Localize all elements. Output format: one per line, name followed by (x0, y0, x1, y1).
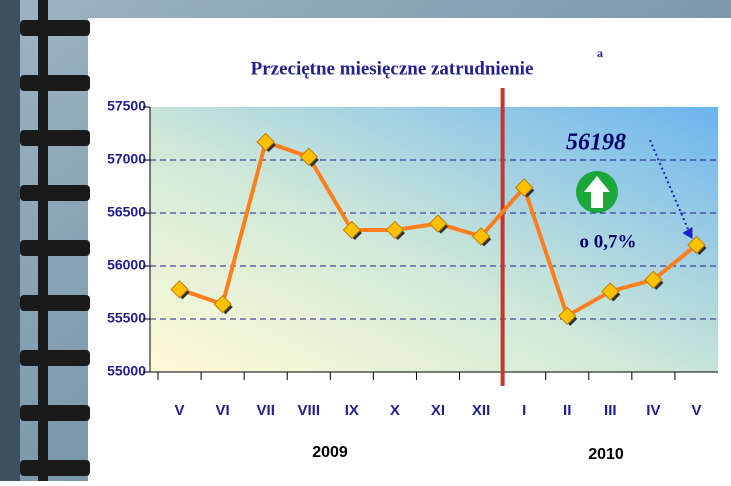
y-tick-label: 57000 (107, 151, 146, 167)
x-tick-label: XI (431, 402, 445, 419)
chart-title: Przeciętne miesięczne zatrudnienie (251, 58, 534, 79)
x-tick-label: I (522, 402, 526, 419)
y-tick-label: 56000 (107, 257, 146, 273)
x-tick-label: X (390, 402, 400, 419)
x-tick-label: V (175, 402, 185, 419)
x-tick-label: XII (472, 402, 490, 419)
x-tick-label: VII (257, 402, 275, 419)
x-tick-label: V (691, 402, 701, 419)
x-tick-label: III (604, 402, 617, 419)
x-tick-label: II (563, 402, 571, 419)
year-label: 2010 (588, 446, 624, 463)
y-tick-label: 57500 (107, 98, 146, 114)
value-annotation: 56198 (566, 130, 626, 156)
x-tick-label: VIII (298, 402, 321, 419)
slide: Przeciętne miesięczne zatrudnienie a 550… (0, 0, 731, 481)
y-tick-label: 55500 (107, 310, 146, 326)
change-annotation: o 0,7% (580, 231, 637, 252)
y-tick-label: 55000 (107, 363, 146, 379)
x-tick-label: IV (646, 402, 660, 419)
x-tick-label: VI (216, 402, 230, 419)
title-superscript: a (597, 46, 603, 60)
x-tick-label: IX (345, 402, 359, 419)
y-tick-label: 56500 (107, 204, 146, 220)
year-label: 2009 (312, 444, 348, 461)
